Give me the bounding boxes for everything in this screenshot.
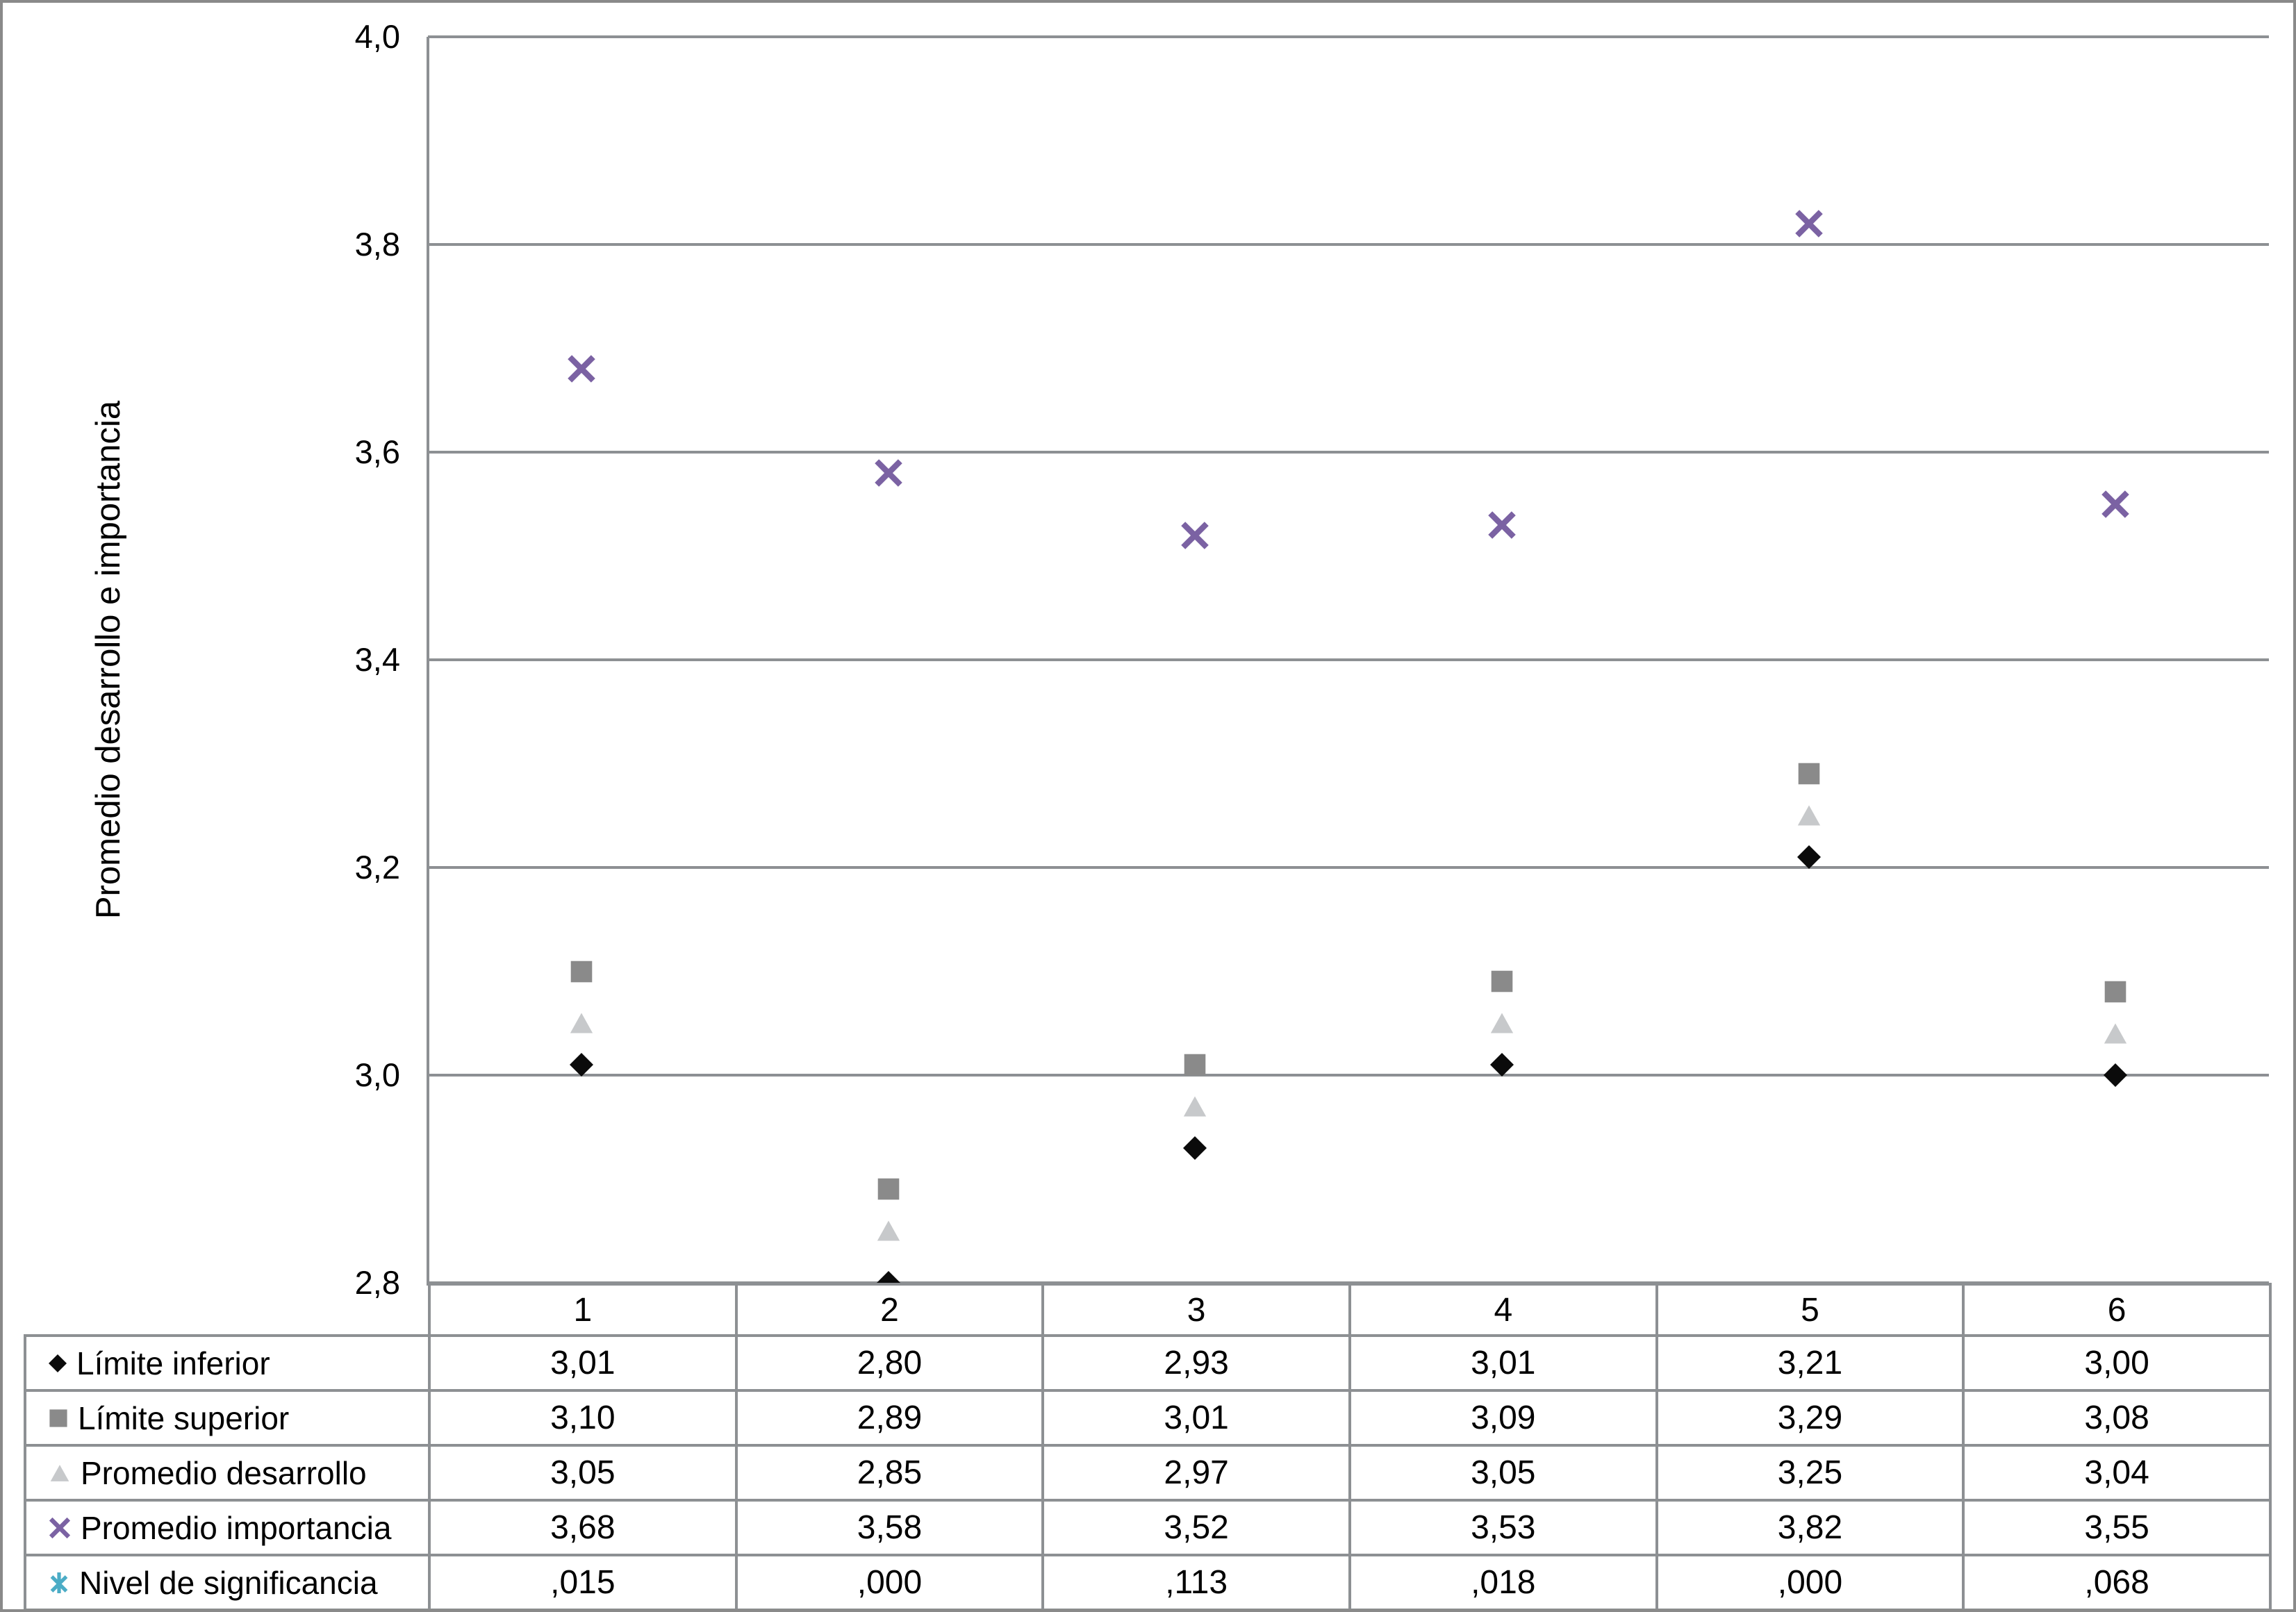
table-row: Nivel de significancia ,015,000,113,018,0…: [24, 1554, 2272, 1609]
series-name: Promedio desarrollo: [81, 1454, 367, 1491]
gridline: [428, 243, 2269, 246]
y-tick-label: 4,0: [354, 18, 400, 55]
value-cell: ,000: [734, 1554, 1045, 1609]
value-cell: 2,97: [1041, 1444, 1351, 1502]
category-header-cell: 4: [1348, 1283, 1658, 1337]
triangle-legend-icon: [50, 1464, 69, 1481]
y-axis-line: [427, 37, 429, 1286]
gridline: [428, 658, 2269, 661]
x-marker-cat1: [568, 355, 595, 383]
triangle-marker-cat1: [570, 1013, 593, 1033]
value-cell: 3,82: [1655, 1499, 1965, 1556]
value-cell: ,000: [1655, 1554, 1965, 1609]
value-cell: 3,08: [1962, 1389, 2272, 1447]
triangle-marker-cat4: [1490, 1013, 1513, 1033]
y-tick-label: 2,8: [354, 1264, 400, 1301]
series-label-cell: Límite superior: [24, 1389, 431, 1447]
value-cell: 3,04: [1962, 1444, 2272, 1502]
triangle-marker-cat2: [877, 1220, 900, 1241]
diamond-marker-cat3: [1183, 1136, 1207, 1160]
square-marker-cat2: [877, 1179, 899, 1200]
square-marker-cat5: [1798, 763, 1819, 785]
square-marker-cat1: [570, 961, 593, 982]
series-label-cell: Límite inferior: [24, 1334, 431, 1392]
square-marker-cat6: [2104, 981, 2126, 1003]
series-name: Nivel de significancia: [79, 1564, 378, 1601]
value-cell: 2,89: [734, 1389, 1045, 1447]
gridline: [428, 451, 2269, 454]
value-cell: 3,09: [1348, 1389, 1658, 1447]
category-header-cell: 5: [1655, 1283, 1965, 1337]
square-legend-icon: [49, 1409, 67, 1427]
diamond-marker-cat6: [2104, 1063, 2128, 1087]
gridline: [428, 1074, 2269, 1077]
square-marker-cat3: [1184, 1054, 1206, 1076]
value-cell: 3,53: [1348, 1499, 1658, 1556]
series-name: Límite superior: [78, 1399, 290, 1436]
table-row: Promedio importancia 3,68 3,58 3,52 3,53 3,82…: [24, 1499, 2272, 1556]
value-cell: ,113: [1041, 1554, 1351, 1609]
category-header-cell: 6: [1962, 1283, 2272, 1337]
y-tick-label: 3,8: [354, 226, 400, 263]
value-cell: 3,05: [1348, 1444, 1658, 1502]
category-header-cell: 2: [734, 1283, 1045, 1337]
value-cell: 3,25: [1655, 1444, 1965, 1502]
diamond-marker-cat4: [1489, 1053, 1514, 1077]
x-marker-cat3: [1181, 521, 1209, 549]
series-label-cell: Promedio desarrollo: [24, 1444, 431, 1502]
diamond-legend-icon: [49, 1354, 67, 1372]
gridline: [428, 35, 2269, 38]
series-label-cell: Nivel de significancia: [24, 1554, 431, 1609]
category-header-cell: 1: [428, 1283, 738, 1337]
value-cell: 3,52: [1041, 1499, 1351, 1556]
value-cell: 3,00: [1962, 1334, 2272, 1392]
x-marker-cat2: [874, 459, 902, 487]
value-cell: ,015: [428, 1554, 738, 1609]
series-name: Límite inferior: [76, 1345, 270, 1381]
square-marker-cat4: [1491, 971, 1513, 992]
value-cell: 3,68: [428, 1499, 738, 1556]
value-cell: 3,55: [1962, 1499, 2272, 1556]
triangle-marker-cat6: [2104, 1023, 2127, 1044]
value-cell: 3,01: [1348, 1334, 1658, 1392]
diamond-marker-cat1: [569, 1053, 593, 1077]
value-cell: 2,85: [734, 1444, 1045, 1502]
series-name: Promedio importancia: [81, 1509, 392, 1546]
value-cell: 3,01: [1041, 1389, 1351, 1447]
diamond-marker-cat5: [1797, 845, 1821, 870]
x-marker-cat5: [1794, 210, 1823, 238]
gridline: [428, 1281, 2269, 1284]
y-tick-label: 3,0: [354, 1056, 400, 1093]
y-tick-label: 3,6: [354, 433, 400, 470]
asterisk-legend-icon: [50, 1572, 68, 1593]
value-cell: 2,93: [1041, 1334, 1351, 1392]
series-label-cell: Promedio importancia: [24, 1499, 431, 1556]
value-cell: 3,58: [734, 1499, 1045, 1556]
table-row: Promedio desarrollo 3,05 2,85 2,97 3,05 3,25 3…: [24, 1444, 2272, 1502]
x-marker-cat4: [1488, 510, 1516, 539]
table-corner-cell: [25, 1284, 429, 1336]
triangle-marker-cat5: [1797, 805, 1820, 826]
y-tick-label: 3,4: [354, 641, 400, 678]
value-cell: 3,05: [428, 1444, 738, 1502]
table-row: Límite superior 3,10 2,89 3,01 3,09 3,29 3,08: [24, 1389, 2272, 1447]
value-cell: 3,29: [1655, 1389, 1965, 1447]
gridline: [428, 866, 2269, 869]
x-legend-icon: [49, 1517, 71, 1538]
triangle-marker-cat3: [1184, 1096, 1207, 1117]
data-table: 1 2 3 4 5 6 Límite inferior 3,01 2,80 2,93 3,01 3,2…: [24, 1283, 2272, 1609]
value-cell: 3,21: [1655, 1334, 1965, 1392]
category-header-cell: 3: [1041, 1283, 1351, 1337]
y-tick-label: 3,2: [354, 849, 400, 886]
value-cell: 3,01: [428, 1334, 738, 1392]
x-marker-cat6: [2101, 490, 2129, 518]
table-row: Límite inferior 3,01 2,80 2,93 3,01 3,21 3,00: [24, 1334, 2272, 1392]
value-cell: 2,80: [734, 1334, 1045, 1392]
value-cell: 3,10: [428, 1389, 738, 1447]
y-axis-title: Promedio desarrollo e importancia: [90, 400, 127, 920]
value-cell: ,068: [1962, 1554, 2272, 1609]
value-cell: ,018: [1348, 1554, 1658, 1609]
